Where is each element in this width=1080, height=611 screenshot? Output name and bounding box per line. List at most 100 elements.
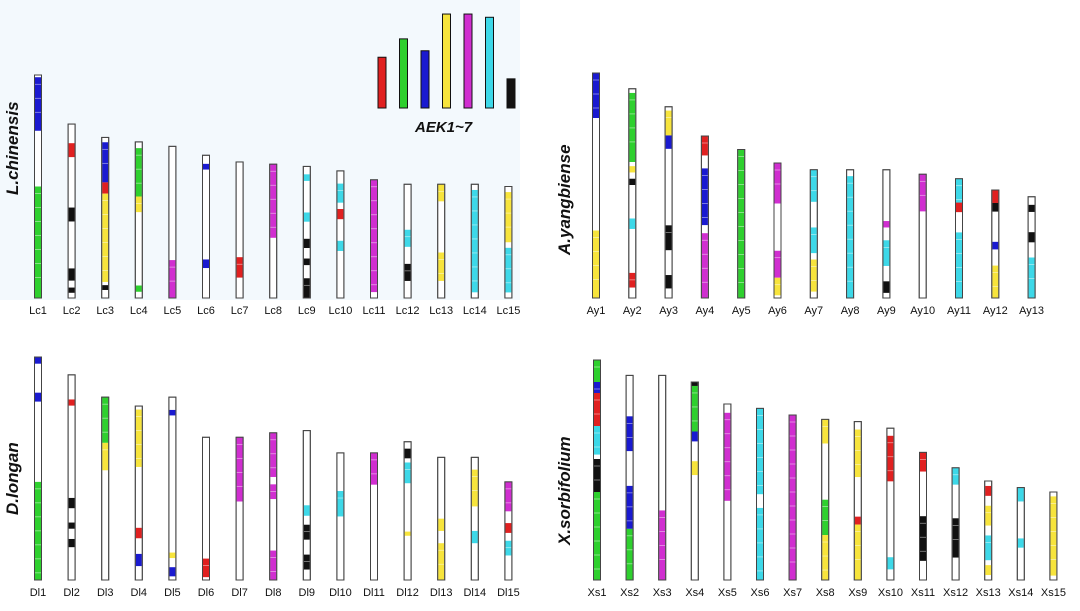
- chromosome-ay4: Ay4: [696, 135, 714, 317]
- band-yellow: [691, 461, 698, 476]
- chromosome-label: Ay11: [947, 305, 971, 317]
- band-red: [992, 190, 999, 203]
- band-black: [883, 281, 890, 293]
- band-cyan: [337, 183, 344, 203]
- species-label-d-longan: D.longan: [3, 442, 22, 515]
- band-cyan: [952, 467, 959, 485]
- band-black: [303, 258, 310, 266]
- chromosome-label: Xs11: [911, 587, 935, 599]
- band-blue: [203, 259, 209, 269]
- chromosome-outline: [302, 430, 311, 581]
- chromosome-dl7: Dl7: [231, 436, 248, 599]
- band-yellow: [471, 469, 478, 507]
- band-red: [68, 143, 75, 158]
- band-magenta: [774, 250, 781, 278]
- chromosome-label: Xs14: [1008, 587, 1033, 599]
- chromosome-dl15: Dl15: [497, 481, 520, 599]
- chromosome-outline: [918, 173, 927, 299]
- chromosome-outline: [370, 452, 378, 581]
- panel-background-lc: [0, 0, 520, 300]
- chromosome-outline: [690, 381, 699, 581]
- chromosome-outline: [773, 162, 782, 299]
- chromosome-label: Dl14: [463, 587, 486, 599]
- band-blue: [169, 409, 176, 416]
- band-magenta: [371, 452, 377, 485]
- band-cyan: [1017, 487, 1024, 502]
- chromosome-outline: [370, 179, 378, 299]
- chromosome-ay3: Ay3: [659, 106, 678, 317]
- chromosome-outline: [504, 186, 513, 299]
- chromosome-outline: [202, 436, 210, 581]
- band-black: [303, 524, 310, 540]
- chromosome-xs4: Xs4: [685, 381, 704, 599]
- chromosome-xs13: Xs13: [976, 480, 1001, 599]
- chromosome-outline: [202, 154, 210, 299]
- chromosome-label: Dl15: [497, 587, 520, 599]
- chromosome-label: Ay2: [623, 305, 642, 317]
- band-black: [691, 382, 698, 386]
- band-black: [665, 275, 672, 289]
- chromosome-outline: [34, 74, 42, 299]
- chromosome-ay2: Ay2: [623, 88, 642, 317]
- band-black: [303, 278, 310, 298]
- chromosome-outline: [134, 405, 143, 581]
- chromosome-outline: [168, 145, 177, 299]
- chromosome-outline: [235, 161, 244, 299]
- chromosome-outline: [756, 407, 764, 581]
- band-magenta: [774, 163, 781, 204]
- chromosome-outline: [168, 396, 177, 581]
- chromosome-outline: [788, 414, 797, 581]
- band-blue: [626, 416, 633, 452]
- chromosome-lc1: Lc1: [29, 74, 47, 317]
- band-blue: [35, 77, 41, 131]
- band-red: [135, 527, 142, 539]
- chromosome-set-d-longan: Dl1 Dl2 Dl3 Dl4 Dl5 Dl6 Dl7 Dl8 Dl9 Dl10 Dl11 Dl12 D…: [30, 356, 520, 599]
- chromosome-outline: [235, 436, 244, 581]
- chromosome-lc11: Lc11: [362, 179, 386, 317]
- chromosome-ay7: Ay7: [804, 169, 823, 317]
- band-yellow: [629, 166, 636, 173]
- band-red: [985, 485, 992, 496]
- band-cyan: [471, 189, 478, 293]
- chromosome-outline: [592, 72, 600, 299]
- chromosome-label: Xs3: [653, 587, 672, 599]
- chromosome-label: Lc3: [96, 305, 114, 317]
- legend-bar-aek3: [420, 50, 430, 109]
- legend-bar-aek7: [506, 78, 516, 109]
- band-red: [887, 435, 894, 482]
- chromosome-label: Ay7: [804, 305, 823, 317]
- band-magenta: [724, 412, 731, 501]
- chromosome-xs12: Xs12: [943, 467, 968, 599]
- band-yellow: [102, 442, 109, 471]
- band-yellow: [854, 429, 861, 478]
- chromosome-ay13: Ay13: [1019, 196, 1044, 317]
- chromosome-lc8: Lc8: [264, 163, 282, 317]
- band-yellow: [774, 277, 781, 296]
- band-green: [102, 397, 109, 443]
- chromosome-label: Lc10: [328, 305, 352, 317]
- band-cyan: [594, 426, 600, 455]
- chromosome-lc9: Lc9: [298, 165, 316, 317]
- chromosome-outline: [984, 480, 993, 581]
- chromosome-outline: [882, 169, 891, 299]
- band-cyan: [505, 247, 512, 293]
- species-label-x-sorbifolium: X.sorbifolium: [555, 436, 574, 546]
- band-magenta: [701, 233, 708, 298]
- band-black: [68, 538, 75, 548]
- band-cyan: [956, 232, 962, 298]
- chromosome-ay6: Ay6: [768, 162, 787, 317]
- legend-bar-aek1: [377, 56, 387, 109]
- band-cyan: [337, 240, 344, 251]
- band-green: [738, 149, 745, 298]
- chromosome-dl8: Dl8: [265, 432, 281, 599]
- chromosome-ay10: Ay10: [910, 173, 935, 317]
- chromosome-dl2: Dl2: [63, 374, 80, 599]
- chromosome-xs6: Xs6: [751, 407, 769, 599]
- chromosome-dl1: Dl1: [30, 356, 46, 599]
- band-black: [68, 207, 75, 222]
- chromosome-lc15: Lc15: [496, 186, 520, 317]
- band-cyan: [757, 408, 763, 495]
- panel-l-chinensis: L.chinensis Lc1 Lc2 Lc3 Lc4 Lc5 Lc6 Lc7 Lc8 Lc9 L…: [3, 74, 520, 317]
- band-yellow: [102, 193, 109, 282]
